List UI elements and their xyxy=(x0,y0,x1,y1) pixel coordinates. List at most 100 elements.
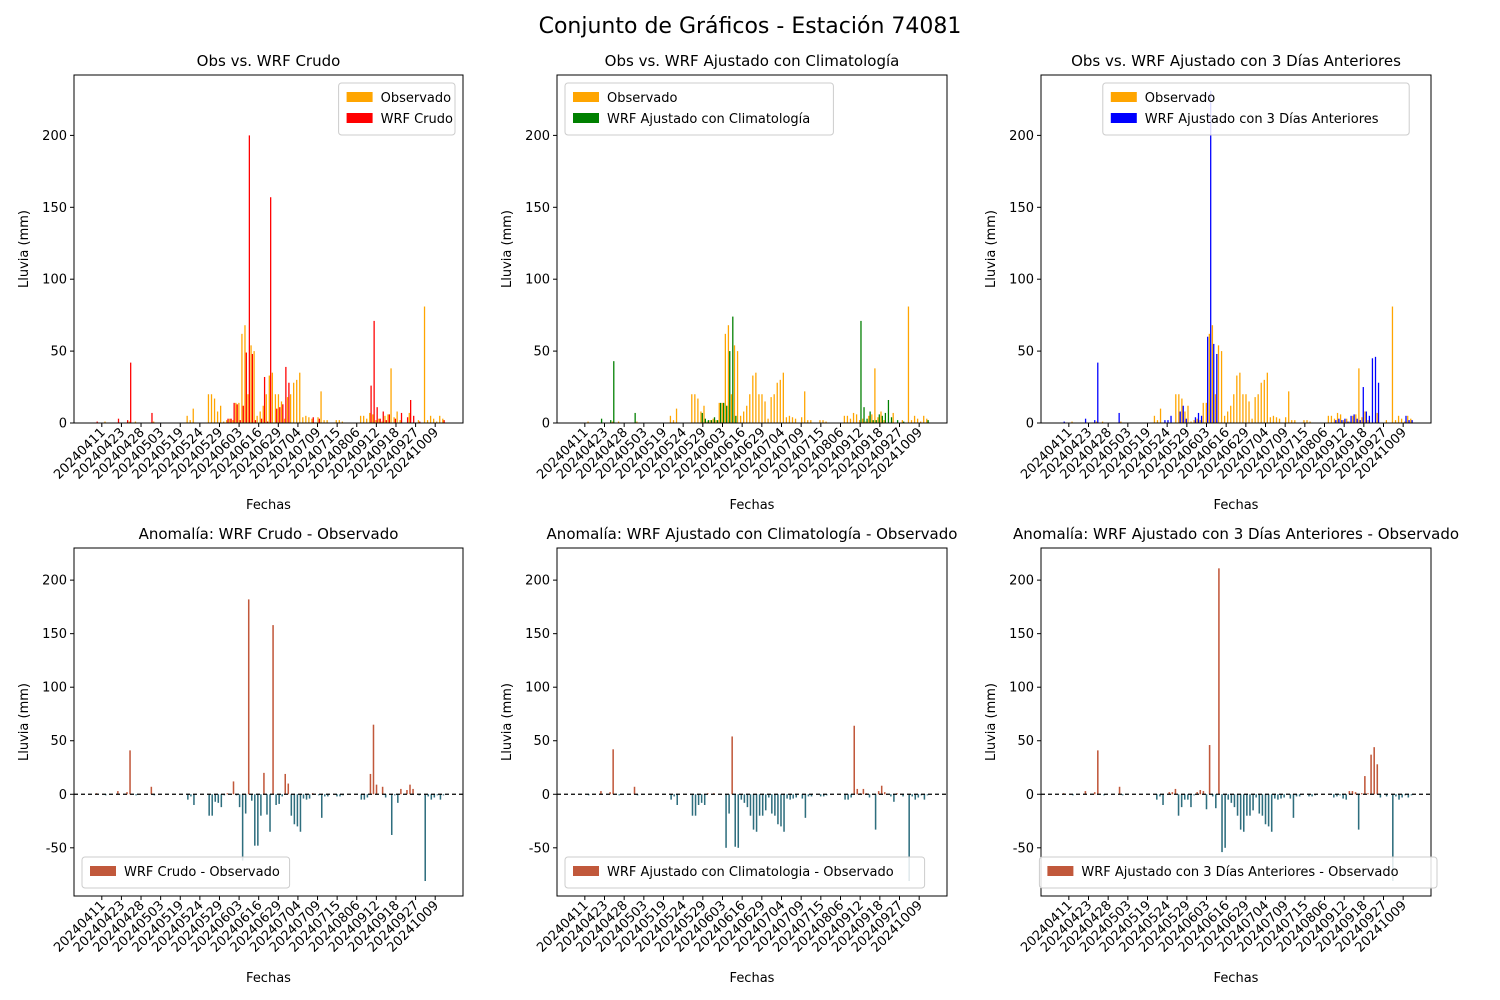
wrf-bar xyxy=(872,420,874,423)
observed-bar xyxy=(907,306,910,423)
anomaly-bar xyxy=(254,794,256,846)
observed-bar xyxy=(1391,306,1394,423)
anomaly-bar xyxy=(740,794,743,800)
anomaly-bar xyxy=(1224,794,1226,848)
wrf-bar xyxy=(117,418,120,423)
observed-bar xyxy=(849,418,852,423)
observed-bar xyxy=(727,325,730,423)
observed-bar xyxy=(335,420,337,423)
y-tick-label: 200 xyxy=(1009,574,1034,589)
wrf-bar xyxy=(236,404,238,423)
observed-bar xyxy=(1239,372,1241,423)
wrf-bar xyxy=(634,412,636,423)
observed-bar xyxy=(226,420,228,423)
anomaly-bar xyxy=(1373,747,1375,795)
wrf-bar xyxy=(1213,343,1215,423)
observed-bar xyxy=(700,411,702,423)
observed-bar xyxy=(1285,417,1287,423)
anomaly-bar xyxy=(436,794,439,796)
y-tick-label: 100 xyxy=(42,681,67,696)
wrf-bar xyxy=(1084,418,1087,423)
observed-bar xyxy=(1275,417,1278,423)
anomaly-bar xyxy=(1261,794,1264,816)
chart-title: Anomalía: WRF Ajustado con Climatología … xyxy=(547,525,958,543)
observed-bar xyxy=(764,401,766,423)
y-tick-label: 100 xyxy=(1009,681,1034,696)
anomaly-bar xyxy=(327,794,329,797)
anomaly-bar xyxy=(1407,794,1410,798)
observed-bar xyxy=(712,418,714,423)
observed-bar xyxy=(1352,415,1354,423)
observed-bar xyxy=(807,420,809,423)
observed-bar xyxy=(776,382,778,423)
anomaly-bar xyxy=(792,794,794,799)
anomaly-bar xyxy=(600,791,602,795)
anomaly-bar xyxy=(1280,794,1282,799)
wrf-bar xyxy=(884,412,887,423)
observed-bar xyxy=(761,394,763,423)
y-tick-label: 100 xyxy=(1009,273,1034,288)
observed-bar xyxy=(1361,417,1363,423)
wrf-bar xyxy=(1411,420,1413,423)
anomaly-bar xyxy=(1292,794,1295,818)
observed-bar xyxy=(852,412,855,423)
observed-bar xyxy=(1196,418,1198,423)
anomaly-bar xyxy=(1221,794,1223,853)
anomaly-bar xyxy=(1159,794,1161,797)
anomaly-bar xyxy=(786,794,788,799)
legend: Observado WRF Ajustado con 3 Días Anterio… xyxy=(1102,82,1410,136)
observed-bar xyxy=(617,421,620,423)
observed-bar xyxy=(749,394,751,423)
anomaly-bar xyxy=(251,794,253,801)
wrf-bar xyxy=(266,421,269,423)
chart-title: Anomalía: WRF Crudo - Observado xyxy=(139,525,399,543)
observed-bar xyxy=(819,420,821,423)
observed-bar xyxy=(1095,421,1098,423)
observed-bar xyxy=(247,394,249,423)
anomaly-bar xyxy=(360,794,363,800)
y-tick-label: 0 xyxy=(59,788,67,803)
y-tick-label: 0 xyxy=(542,788,550,803)
legend-swatch xyxy=(90,866,116,876)
observed-bar xyxy=(238,402,240,423)
observed-bar xyxy=(1211,325,1214,423)
observed-bar xyxy=(770,397,772,423)
wrf-bar xyxy=(1216,353,1218,423)
observed-bar xyxy=(721,402,723,423)
anomaly-bar xyxy=(1121,794,1124,796)
observed-bar xyxy=(825,421,827,423)
observed-bar xyxy=(1342,420,1345,423)
anomaly-bar xyxy=(366,794,369,798)
anomaly-bar xyxy=(1227,794,1230,800)
anomaly-bar xyxy=(609,792,611,795)
anomaly-bar xyxy=(1174,788,1177,795)
observed-bar xyxy=(244,325,246,423)
observed-bar xyxy=(219,405,222,423)
observed-bar xyxy=(305,415,307,423)
x-axis-label: Fechas xyxy=(730,971,775,986)
legend: WRF Crudo - Observado xyxy=(81,856,291,889)
observed-bar xyxy=(359,415,362,423)
observed-bar xyxy=(317,417,319,423)
y-tick-label: 200 xyxy=(525,574,550,589)
observed-bar xyxy=(341,421,343,423)
observed-bar xyxy=(213,398,216,423)
legend: WRF Ajustado con Climatologia - Observad… xyxy=(564,856,926,889)
y-tick-label: 150 xyxy=(42,201,67,216)
observed-bar xyxy=(326,420,328,423)
observed-bar xyxy=(1327,415,1330,423)
figure-title: Conjunto de Gráficos - Estación 74081 xyxy=(538,14,962,39)
anomaly-bar xyxy=(1336,794,1338,797)
anomaly-bar xyxy=(208,794,210,816)
legend-label: WRF Ajustado con Climatología xyxy=(607,112,810,127)
observed-bar xyxy=(1309,421,1311,423)
legend-label: WRF Ajustado con Climatologia - Observad… xyxy=(607,865,894,880)
observed-bar xyxy=(697,398,699,423)
observed-bar xyxy=(207,394,210,423)
observed-bar xyxy=(1220,351,1223,423)
anomaly-bar xyxy=(430,794,433,800)
observed-bar xyxy=(691,394,693,423)
wrf-bar xyxy=(233,402,235,423)
observed-bar xyxy=(1214,394,1217,423)
wrf-bar xyxy=(927,420,929,423)
